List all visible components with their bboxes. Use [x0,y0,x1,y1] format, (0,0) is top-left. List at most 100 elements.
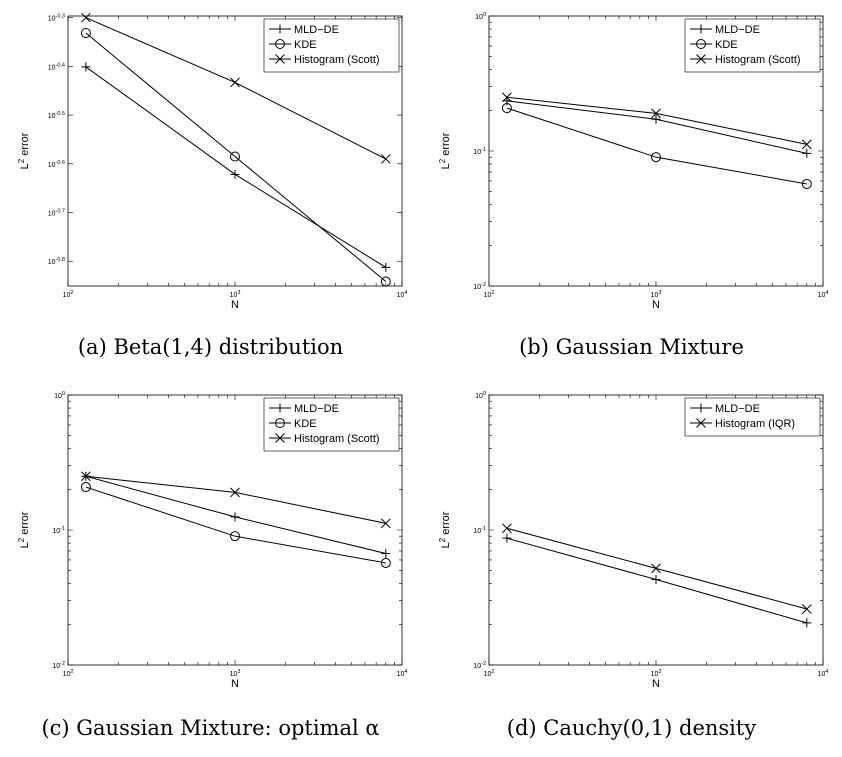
data-point-circle [651,152,661,163]
x-axis-label: N [652,299,660,311]
legend-label: KDE [715,39,738,51]
x-tick-label: 102 [63,669,74,678]
legend-label: Histogram (Scott) [294,433,380,445]
data-point-circle [80,28,91,39]
legend-label: MLD−DE [715,403,760,415]
x-tick-label: 104 [818,290,829,299]
data-point-plus [651,574,661,584]
legend-marker-x [275,54,285,64]
legend-box [263,18,400,73]
x-axis-label: N [652,678,660,690]
data-point-x [81,12,91,23]
legend-box [263,397,400,452]
chart-c-plot: 102 103 104 10-2 10-1 100 N L2 error MLD−DE KDE Hi… [17,391,408,690]
series-line-3 [85,475,386,524]
x-tick-label: 102 [63,290,74,299]
legend-marker-x [275,433,285,443]
y-axis-label: L2 error [438,511,452,548]
data-point-plus [230,512,240,522]
legend-marker-x [696,54,706,64]
chart-d-plot: 102 103 104 10-2 10-1 100 N L2 error MLD−DE Histo… [438,391,829,690]
legend-marker-x [696,418,706,428]
legend-label: MLD−DE [715,24,760,36]
legend-marker-circle [275,39,285,49]
series-line-3 [506,96,807,145]
data-point-circle [230,531,240,542]
x-tick-label: 104 [397,290,408,299]
series-line-1 [506,100,807,154]
legend-marker-circle [696,39,706,49]
series-line-1 [506,537,807,624]
legend-marker-plus [275,403,285,413]
chart-a-caption: (a) Beta(1,4) distribution [77,335,344,359]
y-axis-label: L2 error [17,132,31,169]
series-line-2 [85,32,387,282]
y-tick-label: 10-0.3 [48,14,65,23]
x-tick-label: 103 [230,290,241,299]
data-point-x [502,523,512,534]
data-point-plus [502,533,512,543]
legend-box [684,397,821,437]
legend-label: KDE [294,418,317,430]
legend-label: MLD−DE [294,24,339,36]
y-tick-label: 10-0.8 [48,257,65,266]
data-point-x [651,108,661,119]
y-tick-label: 10-0.5 [48,111,65,120]
y-axis-label: L2 error [438,132,452,169]
chart-b-plot: 102 103 104 10-2 10-1 100 N L2 error MLD−DE KDE Hi… [438,12,829,311]
chart-b-caption: (b) Gaussian Mixture [519,335,744,359]
data-point-x [230,77,240,88]
y-tick-label: 100 [475,12,486,21]
series-line-1 [85,475,386,554]
y-tick-label: 10-0.4 [48,62,65,71]
data-point-circle [801,178,812,189]
data-point-x [81,471,91,482]
x-tick-label: 104 [818,669,829,678]
series-line-2 [506,107,807,185]
data-point-circle [80,482,91,493]
chart-panel-d: 102 103 104 10-2 10-1 100 N L2 error MLD−DE Histo… [421,379,842,757]
data-point-x [380,154,391,164]
x-tick-label: 102 [484,290,495,299]
data-point-x [801,139,812,150]
y-tick-label: 10-2 [52,661,65,670]
data-point-circle [501,103,512,114]
data-point-x [380,518,391,529]
data-point-plus [651,114,661,124]
y-tick-label: 10-0.6 [48,160,65,169]
y-tick-label: 10-1 [473,526,486,535]
legend-marker-plus [696,403,706,413]
x-tick-label: 104 [397,669,408,678]
x-axis-label: N [231,678,239,690]
legend-marker-plus [275,24,285,34]
data-point-plus [81,62,91,72]
y-axis-label: L2 error [17,511,31,548]
data-point-x [230,487,240,498]
y-tick-label: 10-1 [473,147,486,156]
x-tick-label: 102 [484,669,495,678]
y-tick-label: 100 [54,391,65,400]
y-tick-label: 10-2 [473,661,486,670]
legend-label: Histogram (Scott) [294,54,380,66]
y-tick-label: 10-1 [52,526,65,535]
data-point-x [801,604,812,614]
data-point-circle [380,557,391,568]
chart-c-caption: (c) Gaussian Mixture: optimal α [41,716,380,740]
series-line-2 [85,486,386,564]
data-point-circle [380,276,391,287]
legend-label: Histogram (IQR) [715,418,795,430]
legend-marker-circle [275,418,285,428]
chart-panel-c: 102 103 104 10-2 10-1 100 N L2 error MLD−DE KDE Hi… [0,379,421,757]
legend-box [684,18,821,73]
data-point-circle [230,151,240,162]
y-tick-label: 10-2 [473,282,486,291]
chart-a-plot: 102 103 104 10-0.8 10-0.7 10-0.6 10-0.5 10-0.4 1… [17,12,408,311]
x-tick-label: 103 [230,669,241,678]
data-point-plus [802,148,812,158]
legend-marker-plus [696,24,706,34]
legend-label: MLD−DE [294,403,339,415]
legend-label: KDE [294,39,317,51]
data-point-plus [802,618,812,628]
data-point-x [651,563,661,574]
chart-panel-b: 102 103 104 10-2 10-1 100 N L2 error MLD−DE KDE Hi… [421,0,842,378]
